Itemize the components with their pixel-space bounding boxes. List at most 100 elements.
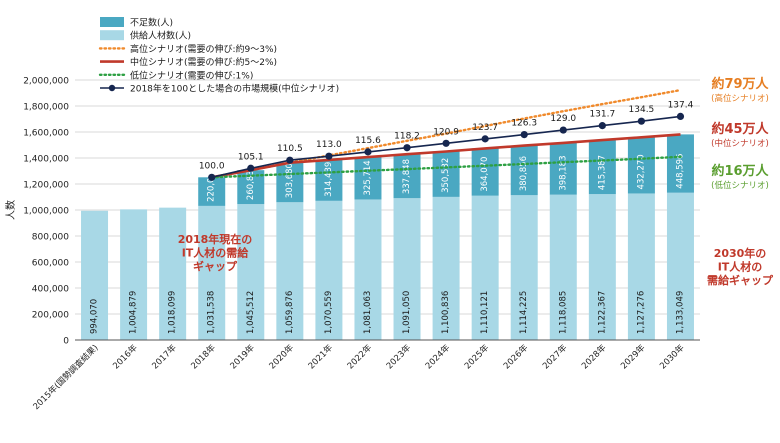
x-tick-label: 2018年	[189, 342, 218, 371]
x-tick-label: 2015年(国勢調査結果)	[31, 342, 101, 412]
annotation-gap-2030: 2030年の	[714, 246, 767, 260]
bar-label-shortage: 380,856	[519, 156, 529, 191]
x-tick-label: 2026年	[501, 342, 530, 371]
y-tick-label: 1,400,000	[23, 155, 69, 165]
market-size-label: 129.0	[550, 114, 576, 124]
legend-label: 不足数(人)	[130, 17, 173, 29]
bar-supply	[432, 196, 460, 340]
bar-label-shortage: 325,714	[363, 160, 373, 195]
market-size-point	[286, 156, 294, 164]
market-size-point	[598, 122, 606, 130]
annotation-gap-2030: IT人材の	[718, 260, 763, 274]
annotation-gap-2018: 2018年現在の	[178, 232, 253, 246]
market-size-label: 115.6	[355, 136, 381, 146]
x-tick-label: 2028年	[579, 342, 608, 371]
bar-supply	[588, 194, 616, 340]
annotation-mid-value: 約45万人	[711, 121, 769, 137]
legend-swatch	[100, 17, 124, 27]
bar-supply	[666, 192, 694, 340]
bar-label-shortage: 448,596	[675, 154, 685, 189]
bar-label-shortage: 303,680	[285, 163, 295, 198]
market-size-point	[208, 173, 216, 181]
bar-shortage	[471, 148, 499, 196]
bar-label-shortage: 314,439	[324, 162, 334, 197]
bar-label-supply: 1,114,225	[519, 291, 529, 334]
x-tick-label: 2023年	[384, 342, 413, 371]
annotation-low-value: 約16万人	[711, 163, 769, 179]
bar-label-shortage: 260,835	[246, 165, 256, 200]
y-tick-label: 0	[63, 337, 69, 347]
bar-shortage	[627, 137, 655, 194]
annotations: 2018年現在のIT人材の需給ギャップ2030年のIT人材の需給ギャップ約79万…	[178, 76, 774, 287]
bar-supply	[471, 195, 499, 340]
annotation-low-scenario: (低位シナリオ)	[711, 180, 769, 191]
bar-label-supply: 1,031,538	[207, 291, 217, 334]
bar-label-shortage: 432,270	[636, 154, 646, 189]
scenario-lines: 100.0 105.1 110.5 113.0 115.6 118.2 120.9 123.7…	[199, 88, 694, 181]
bar-label-supply: 1,100,836	[441, 291, 451, 334]
bar-shortage	[315, 159, 343, 201]
bar-supply	[159, 207, 187, 340]
legend-label: 供給人材数(人)	[130, 30, 191, 42]
legend: 不足数(人)供給人材数(人)高位シナリオ(需要の伸び:約9〜3%)中位シナリオ(…	[98, 17, 339, 95]
bar-label-supply: 1,018,099	[168, 291, 178, 334]
market-size-label: 120.9	[433, 127, 459, 137]
bar-shortage	[354, 157, 382, 200]
bar-supply	[81, 210, 109, 340]
bar-label-supply: 1,059,876	[285, 291, 295, 334]
bar-shortage	[432, 151, 460, 197]
y-tick-label: 1,800,000	[23, 103, 69, 113]
bar-supply	[627, 193, 655, 340]
market-size-point	[325, 152, 333, 160]
market-size-label: 105.1	[238, 152, 264, 162]
market-size-point	[637, 117, 646, 125]
series-line	[210, 155, 682, 179]
annotation-high-value: 約79万人	[711, 76, 769, 92]
bar-label-supply: 1,004,879	[129, 291, 139, 334]
market-size-label: 123.7	[472, 123, 498, 133]
bar-label-supply: 1,045,512	[246, 291, 256, 334]
bar-label-supply: 1,133,049	[675, 291, 685, 334]
bar-label-supply: 1,070,559	[324, 291, 334, 334]
bar-shortage	[237, 170, 265, 205]
legend-label: 低位シナリオ(需要の伸び:1%)	[130, 69, 253, 81]
bar-shortage	[666, 134, 694, 193]
market-size-point	[442, 139, 450, 147]
x-tick-label: 2027年	[540, 342, 569, 371]
market-size-label: 131.7	[589, 110, 615, 120]
bar-shortage	[549, 142, 577, 195]
market-size-point	[520, 131, 528, 139]
annotation-mid-scenario: (中位シナリオ)	[711, 138, 769, 149]
bar-label-shortage: 364,070	[480, 157, 490, 192]
x-tick-label: 2024年	[423, 342, 452, 371]
y-tick-label: 800,000	[32, 233, 69, 243]
y-tick-label: 1,600,000	[23, 129, 69, 139]
y-tick-label: 1,000,000	[23, 207, 69, 217]
y-tick-label: 400,000	[32, 285, 69, 295]
market-size-label: 113.0	[316, 140, 342, 150]
bar-supply	[549, 194, 577, 340]
series-line	[210, 88, 682, 179]
market-size-point	[481, 135, 489, 143]
bar-shortage	[510, 145, 538, 196]
x-tick-label: 2022年	[345, 342, 374, 371]
legend-label: 2018年を100とした場合の市場規模(中位シナリオ)	[130, 83, 339, 95]
market-size-label: 126.3	[511, 119, 537, 129]
y-tick-label: 200,000	[32, 311, 69, 321]
bar-label-supply: 1,081,063	[363, 291, 373, 334]
bars	[81, 134, 694, 340]
bar-label-supply: 994,070	[90, 299, 100, 334]
x-tick-label: 2021年	[306, 342, 335, 371]
bar-supply	[315, 200, 343, 340]
bar-shortage	[588, 140, 616, 195]
legend-label: 中位シナリオ(需要の伸び:約5〜2%)	[130, 56, 277, 68]
y-axis-label: 人数	[4, 200, 17, 220]
bar-shortage	[276, 162, 304, 203]
market-size-point	[676, 112, 685, 120]
bar-shortage	[198, 177, 226, 206]
annotation-high-scenario: (高位シナリオ)	[711, 93, 769, 104]
bar-label-supply: 1,122,367	[597, 291, 607, 334]
x-tick-label: 2030年	[657, 342, 686, 371]
